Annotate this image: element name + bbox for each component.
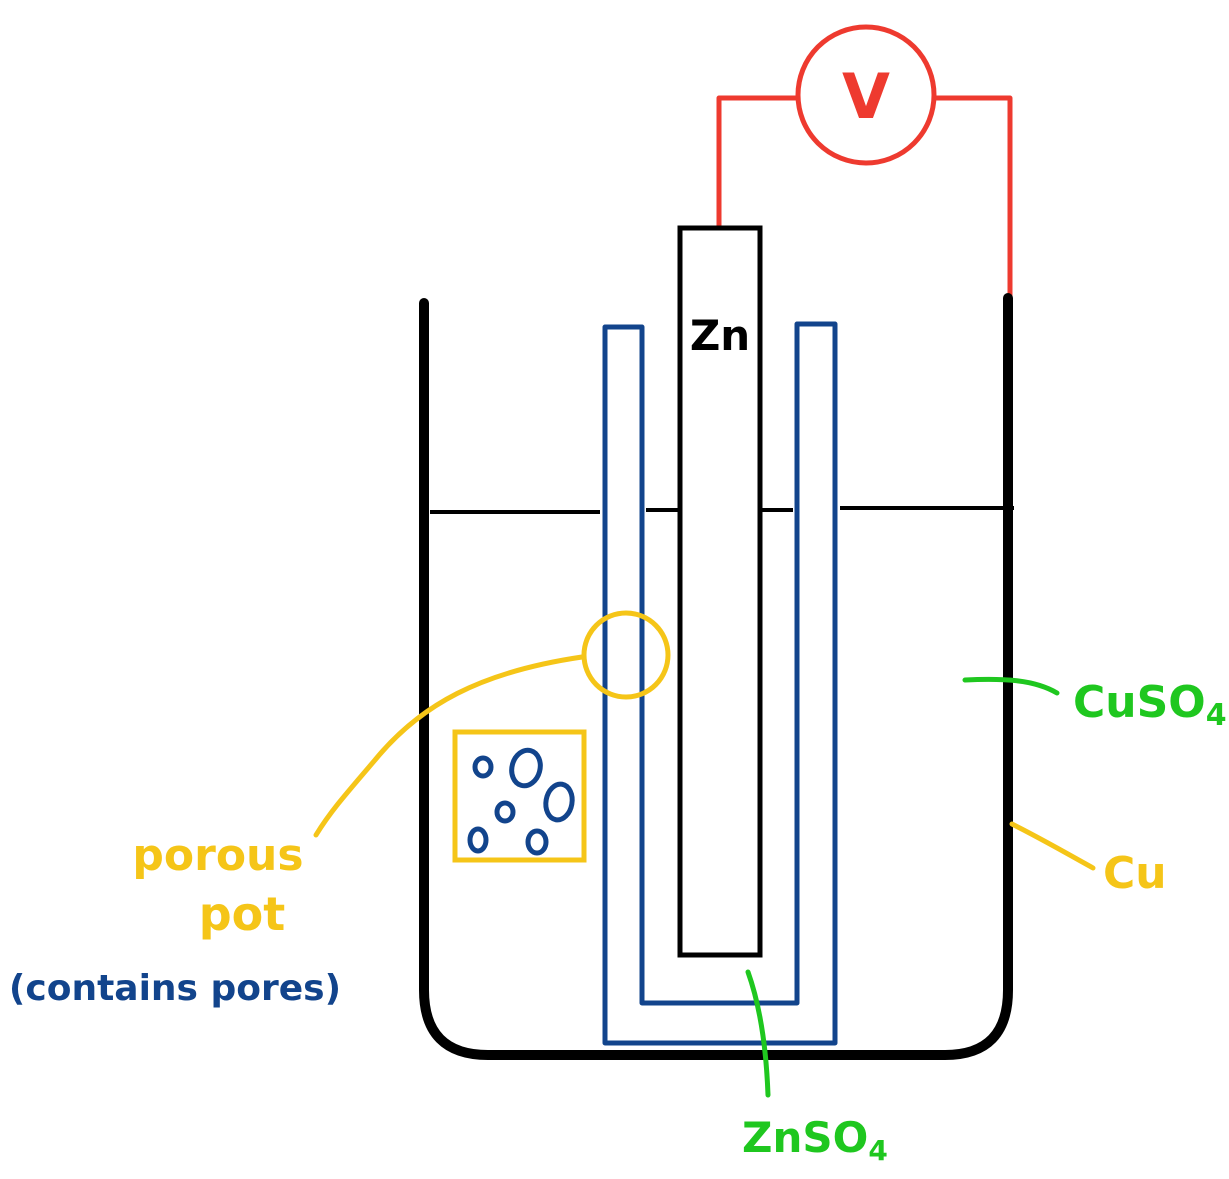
porous-pot-annotation: porous pot (contains pores) — [9, 610, 671, 1009]
pores-inset-dots — [467, 747, 575, 856]
voltmeter-symbol: V — [842, 60, 890, 133]
porous-pot-label-line1: porous — [132, 830, 303, 881]
zinc-electrode-label: Zn — [690, 311, 750, 360]
copper-leader-line — [1009, 821, 1096, 871]
zinc-electrode: Zn — [677, 225, 763, 958]
copper-sulfate-annotation: CuSO4 — [962, 676, 1227, 733]
beaker-copper-container — [419, 293, 1013, 1060]
porous-pot — [602, 321, 838, 1046]
zinc-sulfate-annotation: ZnSO4 — [742, 969, 888, 1167]
pores-inset-box — [452, 729, 587, 863]
wire-right — [934, 95, 1013, 298]
zinc-sulfate-label: ZnSO4 — [742, 1113, 888, 1167]
copper-annotation: Cu — [1009, 821, 1167, 899]
copper-label: Cu — [1103, 848, 1167, 899]
wire-left — [716, 95, 797, 228]
pores-note-label: (contains pores) — [9, 968, 341, 1009]
copper-sulfate-leader-line — [962, 676, 1060, 696]
copper-sulfate-label: CuSO4 — [1073, 677, 1227, 733]
solution-surface — [430, 506, 1014, 514]
voltmeter — [795, 24, 937, 166]
porous-pot-label-line2: pot — [199, 887, 286, 941]
zinc-sulfate-leader-line — [745, 969, 771, 1098]
porous-pot-leader-line — [313, 654, 585, 838]
external-circuit: V — [716, 24, 1013, 298]
pore-highlight-circle — [581, 610, 671, 700]
